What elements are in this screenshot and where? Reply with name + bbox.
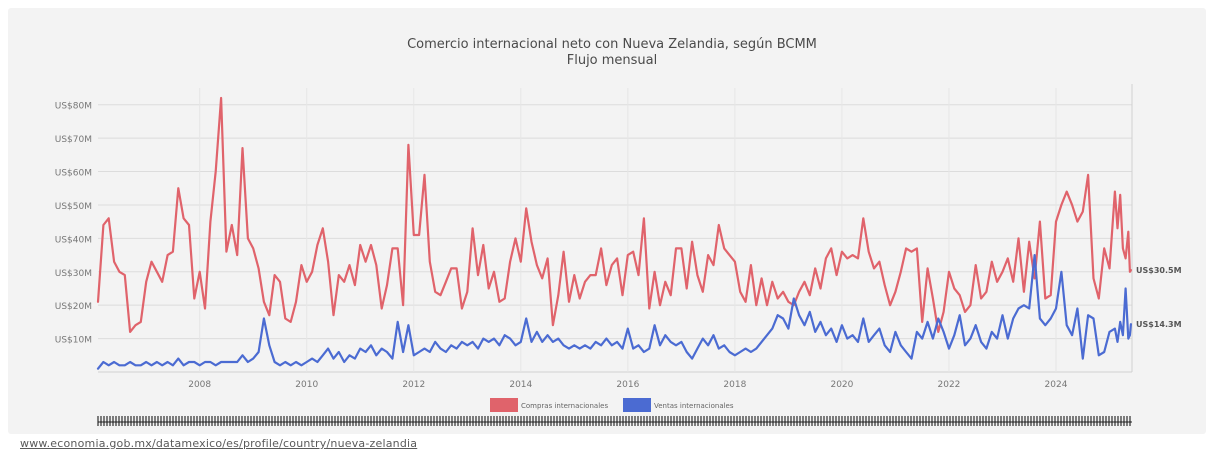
range-selector-ticks[interactable] [97,416,1132,426]
y-tick-label: US$50M [55,202,92,212]
x-tick-label: 2020 [830,380,853,390]
series-line-2 [96,254,1132,370]
legend: Compras internacionales Ventas internacio… [490,398,734,412]
y-tick-label: US$30M [55,269,92,279]
x-tick-label: 2010 [295,380,318,390]
legend-label-1: Compras internacionales [521,402,608,410]
end-value-label-2: US$14.3M [1136,320,1182,329]
x-tick-label: 2016 [616,380,639,390]
axis-layer: US$10M US$20M US$30M US$40M US$50M US$60M US$7… [55,102,1068,390]
end-value-label-1: US$30.5M [1136,266,1182,275]
chart-title: Comercio internacional neto con Nueva Ze… [407,37,817,52]
x-tick-label: 2024 [1045,380,1068,390]
chart-svg: Comercio internacional neto con Nueva Ze… [55,37,1182,426]
legend-swatch-2 [623,398,651,412]
x-tick-label: 2014 [509,380,532,390]
x-tick-label: 2018 [723,380,746,390]
x-tick-label: 2012 [402,380,425,390]
x-tick-label: 2008 [188,380,211,390]
chart-subtitle: Flujo mensual [567,53,658,68]
y-tick-label: US$10M [55,336,92,346]
y-tick-label: US$20M [55,302,92,312]
series-layer [96,96,1132,370]
source-link[interactable]: www.economia.gob.mx/datamexico/es/profil… [20,437,418,450]
chart-card: Comercio internacional neto con Nueva Ze… [8,8,1206,434]
end-label-layer: US$30.5M US$14.3M [1136,266,1182,329]
y-tick-label: US$80M [55,102,92,112]
legend-swatch-1 [490,398,518,412]
x-tick-label: 2022 [938,380,961,390]
y-tick-label: US$60M [55,169,92,179]
legend-label-2: Ventas internacionales [654,402,734,410]
series-line-1 [96,96,1132,333]
y-tick-label: US$70M [55,135,92,145]
y-tick-label: US$40M [55,235,92,245]
